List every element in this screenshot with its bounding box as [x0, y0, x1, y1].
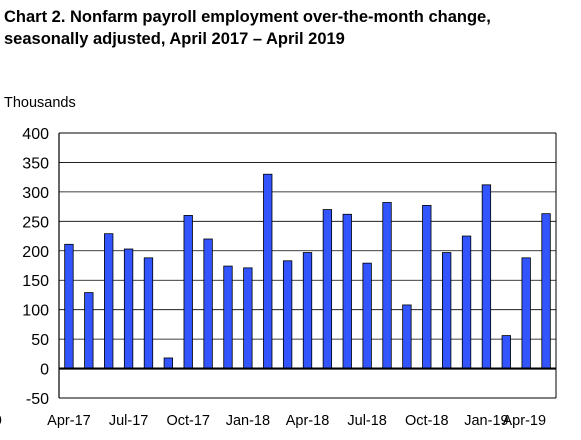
bar-Jan-19: [481, 184, 492, 369]
y-tick-label: 0: [40, 362, 49, 379]
x-tick-label-partial: 9: [0, 413, 2, 429]
bar-Apr-19: [541, 213, 551, 369]
y-tick-label: -50: [26, 391, 49, 408]
x-tick-label-Apr-18: Apr-18: [286, 413, 330, 429]
x-tick-label-Oct-18: Oct-18: [405, 413, 449, 429]
y-axis-label: Thousands: [4, 95, 76, 111]
x-tick-label-Jul-17: Jul-17: [109, 413, 149, 429]
y-tick-label: 250: [22, 214, 49, 231]
bar-Nov-17: [203, 238, 213, 369]
bar-Aug-18: [382, 202, 392, 369]
bar-Jan-18: [243, 267, 253, 369]
bar-May-18: [322, 209, 333, 369]
chart-title-line-1: Chart 2. Nonfarm payroll employment over…: [4, 8, 491, 26]
y-tick-label: 50: [31, 332, 49, 349]
bar-Jul-17: [123, 248, 134, 369]
bar-Jun-18: [342, 213, 352, 369]
x-tick-label-Jan-19: Jan-19: [464, 413, 508, 429]
bar-Feb-18: [263, 173, 273, 369]
chart-title-line-2: seasonally adjusted, April 2017 – April …: [4, 30, 345, 48]
x-tick-label-Jul-18: Jul-18: [347, 413, 387, 429]
y-tick-label: 350: [22, 155, 49, 172]
y-tick-label: 200: [22, 244, 49, 261]
axes: [58, 132, 557, 399]
bar-Sep-17: [163, 357, 173, 369]
bar-Oct-18: [422, 205, 432, 369]
y-tick-labels: 400 350 300 250 200 150 100 50 0 -50: [22, 126, 49, 408]
chart-title: Chart 2. Nonfarm payroll employment over…: [4, 6, 576, 50]
y-tick-label: 150: [22, 273, 49, 290]
x-tick-labels: Apr-17 Jul-17 Oct-17 Jan-18 Apr-18 Jul-18 Oct-…: [0, 413, 546, 429]
bar-Mar-18: [282, 260, 293, 369]
x-tick-label-Jan-18: Jan-18: [226, 413, 270, 429]
y-tick-label: 100: [22, 303, 49, 320]
x-tick-label-Apr-19: Apr-19: [503, 413, 547, 429]
bar-Oct-17: [183, 215, 193, 369]
x-tick-label-Apr-17: Apr-17: [47, 413, 91, 429]
bar-Mar-19: [521, 257, 531, 369]
bar-Dec-17: [223, 265, 233, 369]
bar-Jun-17: [104, 233, 114, 369]
bar-Nov-18: [442, 252, 452, 369]
bar-Feb-19: [501, 335, 511, 369]
bar-May-17: [84, 292, 94, 369]
bar-Sep-18: [402, 304, 412, 369]
bar-Apr-18: [302, 252, 313, 369]
bar-Dec-18: [461, 235, 472, 369]
x-tick-label-Oct-17: Oct-17: [166, 413, 210, 429]
y-tick-label: 400: [22, 126, 49, 143]
bar-Aug-17: [143, 257, 154, 369]
bar-Jul-18: [362, 262, 372, 369]
y-tick-label: 300: [22, 185, 49, 202]
bar-Apr-17: [64, 243, 74, 369]
